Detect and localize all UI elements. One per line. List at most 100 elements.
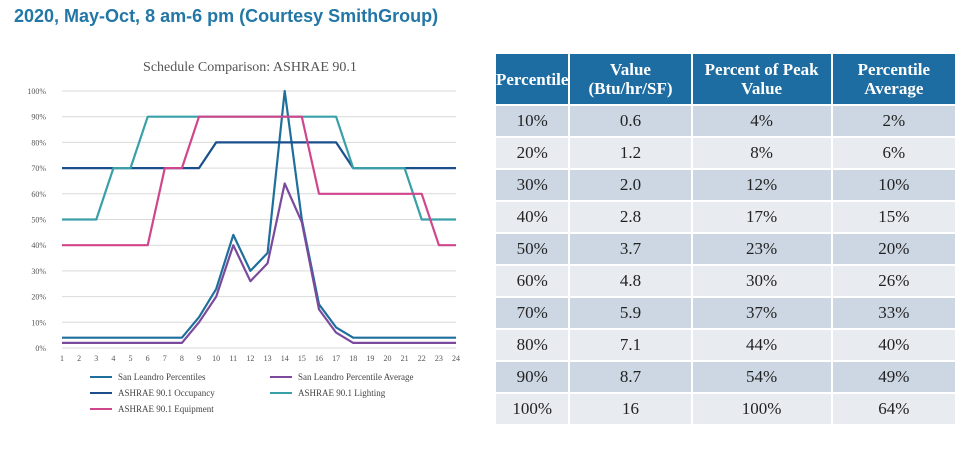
legend-item: ASHRAE 90.1 Lighting: [270, 388, 385, 398]
series-line-0: [62, 89, 456, 339]
page-heading: 2020, May-Oct, 8 am-6 pm (Courtesy Smith…: [14, 6, 439, 26]
legend-item: ASHRAE 90.1 Occupancy: [90, 388, 215, 398]
table-cell: 40%: [832, 330, 955, 360]
legend-label: ASHRAE 90.1 Occupancy: [118, 388, 215, 398]
x-tick-label: 24: [452, 354, 460, 363]
chart-plot: 0%10%20%30%40%50%60%70%80%90%100%1 2 3 4 5 6 7…: [27, 87, 460, 363]
y-tick-label: 0%: [35, 344, 46, 353]
table-cell: 49%: [832, 362, 955, 392]
table-cell: 1.2: [570, 138, 691, 168]
table-row: 60% 4.8 30% 26%: [496, 266, 955, 296]
table-cell: 8.7: [570, 362, 691, 392]
y-tick-label: 60%: [31, 190, 46, 199]
table-cell: 40%: [496, 202, 569, 232]
table-cell: 30%: [496, 170, 569, 200]
legend-label: San Leandro Percentile Average: [298, 372, 414, 382]
x-tick-label: 18: [349, 354, 357, 363]
y-tick-label: 50%: [31, 216, 46, 225]
x-tick-label: 22: [418, 354, 426, 363]
y-tick-label: 30%: [31, 267, 46, 276]
x-tick-label: 19: [366, 354, 374, 363]
x-tick-label: 13: [264, 354, 272, 363]
table-cell: 20%: [832, 234, 955, 264]
y-tick-label: 100%: [27, 87, 46, 96]
table-cell: 2.0: [570, 170, 691, 200]
table-row: 100% 16 100% 64%: [496, 394, 955, 424]
table-cell: 54%: [692, 362, 831, 392]
legend-swatch: [90, 392, 112, 394]
table-cell: 7.1: [570, 330, 691, 360]
header-percent-of-peak: Percent of Peak Value: [692, 54, 831, 104]
y-tick-label: 40%: [31, 241, 46, 250]
table-cell: 0.6: [570, 106, 691, 136]
percentile-table: Percentile Value (Btu/hr/SF) Percent of …: [494, 52, 957, 426]
table-cell: 3.7: [570, 234, 691, 264]
header-value: Value (Btu/hr/SF): [570, 54, 691, 104]
series-line-4: [62, 115, 456, 247]
x-tick-label: 16: [315, 354, 323, 363]
table-cell: 23%: [692, 234, 831, 264]
y-tick-label: 80%: [31, 138, 46, 147]
series-line-1: [62, 182, 456, 344]
table-row: 10% 0.6 4% 2%: [496, 106, 955, 136]
table-cell: 70%: [496, 298, 569, 328]
table-cell: 44%: [692, 330, 831, 360]
x-tick-label: 14: [281, 354, 289, 363]
table-cell: 4%: [692, 106, 831, 136]
table-header-row: Percentile Value (Btu/hr/SF) Percent of …: [496, 54, 955, 104]
x-tick-label: 7: [163, 354, 167, 363]
table-cell: 6%: [832, 138, 955, 168]
legend-item: San Leandro Percentiles: [90, 372, 205, 382]
table-cell: 8%: [692, 138, 831, 168]
table-cell: 12%: [692, 170, 831, 200]
table-cell: 64%: [832, 394, 955, 424]
table-cell: 10%: [496, 106, 569, 136]
x-tick-label: 3: [94, 354, 98, 363]
table-cell: 100%: [692, 394, 831, 424]
table-cell: 17%: [692, 202, 831, 232]
header-percentile: Percentile: [496, 54, 569, 104]
table-cell: 26%: [832, 266, 955, 296]
x-tick-label: 23: [435, 354, 443, 363]
legend-item: ASHRAE 90.1 Equipment: [90, 404, 214, 414]
table-cell: 10%: [832, 170, 955, 200]
table-cell: 80%: [496, 330, 569, 360]
x-tick-label: 8: [180, 354, 184, 363]
legend-swatch: [90, 408, 112, 410]
table-cell: 16: [570, 394, 691, 424]
table-cell: 20%: [496, 138, 569, 168]
header-value-label: Value (Btu/hr/SF): [588, 60, 673, 98]
legend-label: ASHRAE 90.1 Lighting: [298, 388, 386, 398]
y-tick-label: 20%: [31, 293, 46, 302]
table-row: 30% 2.0 12% 10%: [496, 170, 955, 200]
schedule-chart: 0% 10% 20% 30% 40% 50% 60% 70% 80% 90% 100% 1 2 3 4 5 6 7…: [20, 52, 480, 432]
x-tick-label: 20: [383, 354, 391, 363]
table-cell: 33%: [832, 298, 955, 328]
legend-swatch: [90, 376, 112, 378]
table-cell: 5.9: [570, 298, 691, 328]
legend-label: ASHRAE 90.1 Equipment: [118, 404, 214, 414]
table-row: 20% 1.2 8% 6%: [496, 138, 955, 168]
x-tick-label: 4: [111, 354, 115, 363]
x-tick-label: 5: [129, 354, 133, 363]
table-cell: 4.8: [570, 266, 691, 296]
x-tick-label: 17: [332, 354, 340, 363]
x-tick-label: 12: [246, 354, 254, 363]
chart-title: Schedule Comparison: ASHRAE 90.1: [143, 60, 357, 75]
header-percentile-average: Percentile Average: [832, 54, 955, 104]
x-tick-label: 2: [77, 354, 81, 363]
table-row: 40% 2.8 17% 15%: [496, 202, 955, 232]
table-cell: 30%: [692, 266, 831, 296]
table-cell: 15%: [832, 202, 955, 232]
x-tick-label: 10: [212, 354, 220, 363]
table-cell: 2%: [832, 106, 955, 136]
legend-swatch: [270, 376, 292, 378]
table-row: 80% 7.1 44% 40%: [496, 330, 955, 360]
table-cell: 90%: [496, 362, 569, 392]
x-tick-label: 21: [401, 354, 409, 363]
table-row: 90% 8.7 54% 49%: [496, 362, 955, 392]
series-line-2: [62, 141, 456, 170]
x-tick-label: 1: [60, 354, 64, 363]
table-cell: 2.8: [570, 202, 691, 232]
x-tick-label: 15: [298, 354, 306, 363]
